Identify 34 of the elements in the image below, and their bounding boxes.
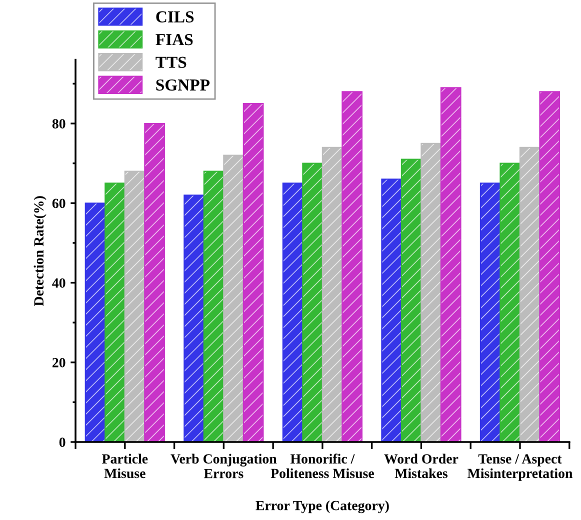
bar	[302, 162, 324, 442]
bar	[223, 154, 244, 442]
bar	[400, 158, 422, 442]
y-tick-label: 20	[52, 358, 66, 368]
legend-label: TTS	[156, 56, 186, 68]
bar	[420, 142, 442, 442]
legend-label: FIAS	[156, 34, 193, 46]
legend-label: SGNPP	[156, 79, 210, 91]
x-tick-label: Word Order Mistakes	[384, 454, 458, 478]
y-tick-label: 40	[52, 278, 66, 288]
bar	[381, 178, 402, 442]
bar	[144, 122, 165, 442]
bar	[282, 182, 304, 442]
x-tick-label: Particle Misuse	[102, 454, 148, 478]
bar	[322, 146, 343, 442]
bar	[84, 202, 106, 442]
bar	[480, 182, 501, 442]
bar	[242, 103, 264, 442]
bar	[184, 194, 204, 442]
y-tick-label: 80	[52, 119, 66, 128]
bar	[500, 162, 521, 442]
x-axis-title: Error Type (Category)	[256, 500, 389, 514]
bar	[539, 91, 560, 442]
y-axis-title: Detection Rate(%)	[34, 196, 46, 306]
y-tick-label: 0	[59, 438, 66, 447]
bar	[124, 170, 146, 442]
y-tick-label: 60	[52, 198, 66, 208]
bar	[519, 146, 540, 442]
bar	[342, 91, 363, 442]
x-tick-label: Tense / Aspect Misinterpretation	[468, 454, 573, 481]
bar	[203, 170, 224, 442]
bar	[440, 87, 462, 442]
legend-label: CILS	[156, 11, 194, 22]
bar	[104, 182, 126, 442]
